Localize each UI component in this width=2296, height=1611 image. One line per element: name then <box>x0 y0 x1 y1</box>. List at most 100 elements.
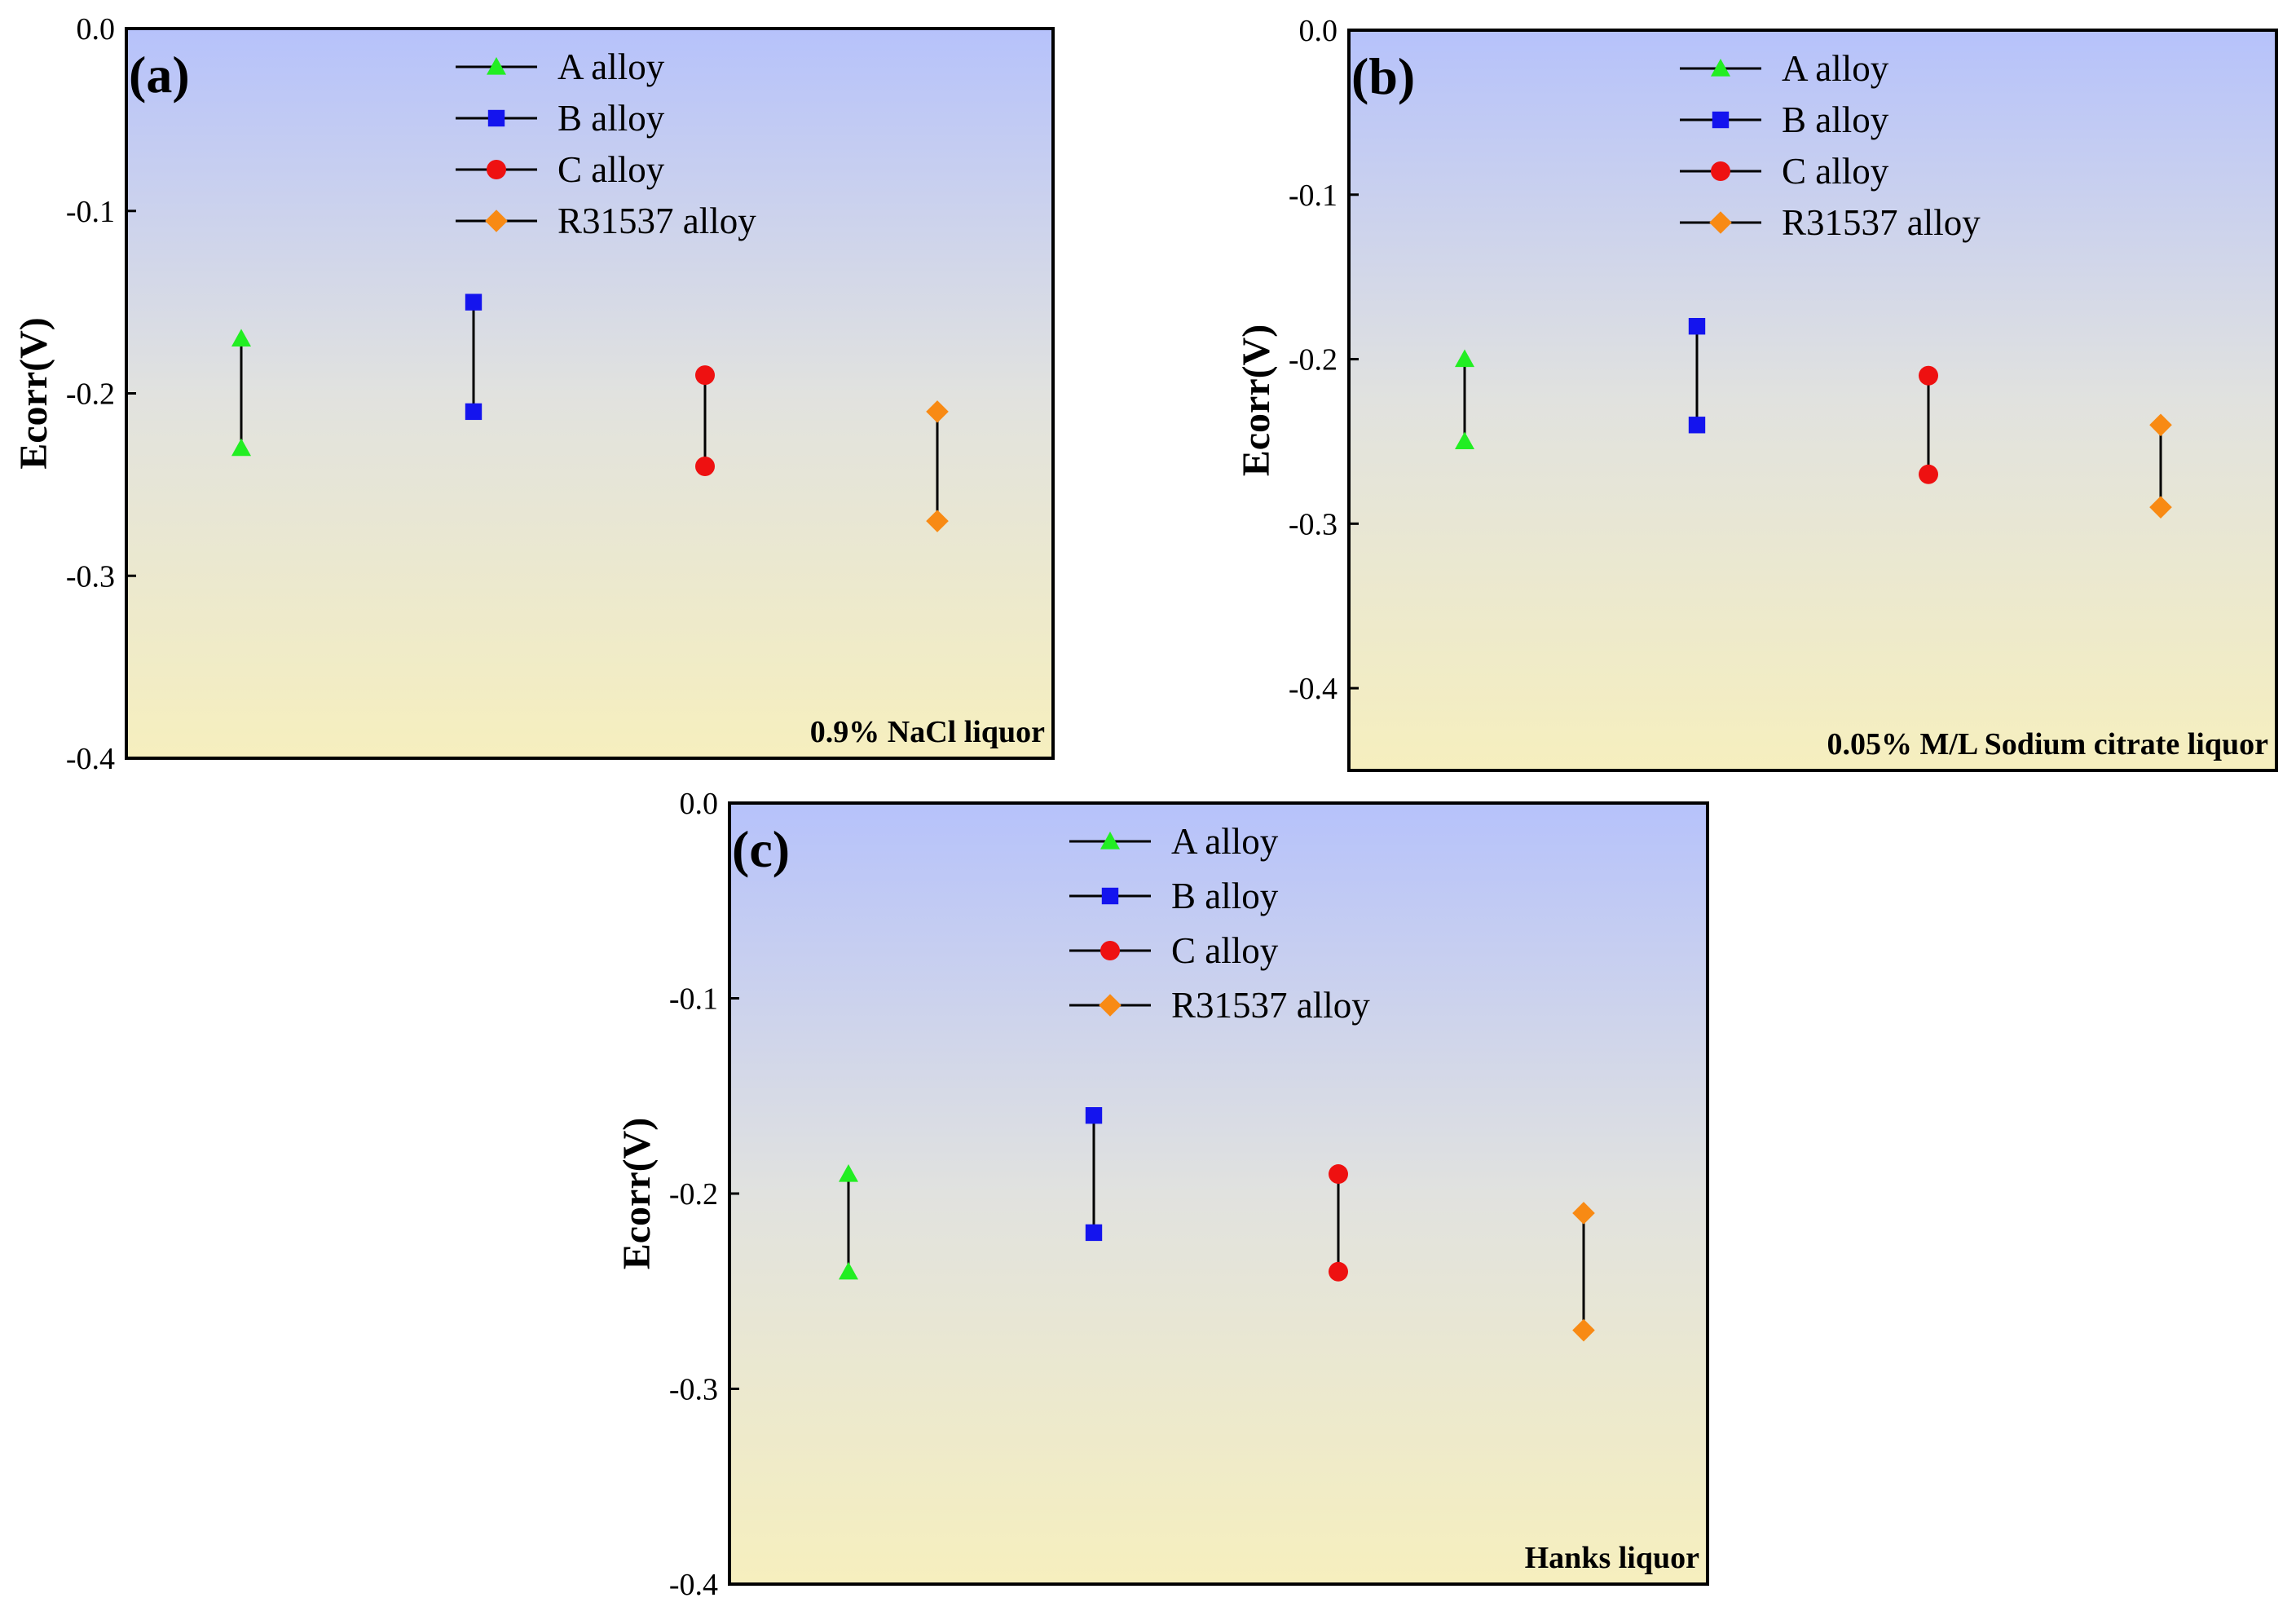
legend-label: B alloy <box>557 98 665 139</box>
data-point-low <box>1329 1261 1348 1282</box>
legend: A alloy B alloy C alloy R31537 alloy <box>456 46 756 241</box>
y-tick-label: -0.1 <box>669 982 718 1017</box>
data-point-low <box>839 1261 858 1280</box>
data-point-high <box>465 294 483 311</box>
y-axis-title: Ecorr(V) <box>1235 324 1278 477</box>
legend-item-B: B alloy <box>1680 99 1889 140</box>
data-point-low <box>2149 496 2172 519</box>
data-point-high <box>2149 413 2172 437</box>
legend-item-A: A alloy <box>1680 48 1889 89</box>
legend-marker <box>487 160 506 179</box>
data-point-high <box>1085 1107 1103 1124</box>
panel-label: (b) <box>1351 47 1415 105</box>
y-tick-label: -0.2 <box>1289 343 1337 377</box>
data-point-high <box>1455 349 1474 368</box>
legend-label: A alloy <box>557 46 665 87</box>
data-point-low <box>1688 417 1706 434</box>
plot-frame <box>1347 29 2278 772</box>
y-tick-label: 0.0 <box>77 12 116 46</box>
panel-b: 0.0 -0.1 -0.2 -0.3 -0.4 Ecorr(V) (b) 0.05% M/L … <box>1235 14 2278 772</box>
data-point-low <box>231 438 251 457</box>
data-point-high <box>1688 318 1706 335</box>
legend-marker <box>487 57 506 75</box>
y-tick-label: -0.4 <box>669 1568 718 1602</box>
y-tick-label: -0.4 <box>1289 672 1337 706</box>
plot-area <box>126 29 1053 758</box>
data-point-low <box>1085 1224 1103 1242</box>
legend-item-C: C alloy <box>1069 930 1279 971</box>
legend-marker <box>485 210 508 232</box>
data-point-high <box>839 1164 858 1182</box>
legend-label: C alloy <box>1171 930 1279 971</box>
data-point-high <box>1572 1202 1595 1225</box>
y-axis-title: Ecorr(V) <box>615 1118 659 1270</box>
data-point-low <box>1572 1318 1595 1342</box>
y-tick-label: -0.4 <box>66 742 115 776</box>
legend-label: C alloy <box>1782 151 1889 192</box>
series-C <box>1919 365 1938 484</box>
legend-item-C: C alloy <box>456 149 665 190</box>
condition-label: Hanks liquor <box>1525 1541 1699 1575</box>
panels: 0.0 -0.1 -0.2 -0.3 -0.4 Ecorr(V) (a) 0.9% NaCl … <box>12 12 2278 1602</box>
y-tick-label: 0.0 <box>680 787 719 821</box>
data-point-low <box>926 510 949 532</box>
legend-item-R31537: R31537 alloy <box>1069 985 1370 1026</box>
legend-marker <box>1100 941 1120 960</box>
plot-frame <box>728 801 1709 1586</box>
y-tick-label: -0.3 <box>1289 507 1337 541</box>
legend-marker <box>1101 887 1119 905</box>
series-B <box>465 294 483 421</box>
legend-label: C alloy <box>557 149 665 190</box>
plot-area <box>729 803 1708 1584</box>
y-tick-label: -0.2 <box>66 377 115 412</box>
data-point-low <box>1455 431 1474 450</box>
legend-item-R31537: R31537 alloy <box>1680 202 1981 243</box>
panel-label: (a) <box>129 46 190 104</box>
y-tick-label: -0.2 <box>669 1177 718 1212</box>
series-R31537 <box>1572 1202 1595 1342</box>
panel-a: 0.0 -0.1 -0.2 -0.3 -0.4 Ecorr(V) (a) 0.9% NaCl … <box>12 12 1055 776</box>
legend-item-A: A alloy <box>1069 821 1279 862</box>
legend-label: R31537 alloy <box>1782 202 1981 243</box>
legend-marker <box>1099 994 1122 1017</box>
legend-item-B: B alloy <box>1069 876 1279 916</box>
series-C <box>695 365 715 476</box>
condition-label: 0.05% M/L Sodium citrate liquor <box>1827 727 2269 761</box>
legend: A alloy B alloy C alloy R31537 alloy <box>1680 48 1981 243</box>
legend-marker <box>1712 111 1730 129</box>
legend-marker <box>1711 161 1730 181</box>
series-B <box>1085 1107 1103 1242</box>
data-point-low <box>465 403 483 421</box>
y-tick-label: 0.0 <box>1299 14 1338 48</box>
series-C <box>1329 1164 1348 1282</box>
data-point-high <box>695 365 715 386</box>
series-B <box>1688 318 1706 434</box>
data-point-high <box>1329 1164 1348 1185</box>
series-A <box>839 1164 858 1280</box>
y-tick-label: -0.3 <box>669 1373 718 1407</box>
legend-label: A alloy <box>1171 821 1279 862</box>
plot-frame <box>125 27 1055 760</box>
plot-area <box>1349 30 2276 770</box>
series-A <box>1455 349 1474 450</box>
series-R31537 <box>2149 413 2172 519</box>
legend-label: B alloy <box>1782 99 1889 140</box>
legend-marker <box>1711 59 1730 77</box>
legend-item-A: A alloy <box>456 46 665 87</box>
legend-label: B alloy <box>1171 876 1279 916</box>
legend-item-C: C alloy <box>1680 151 1889 192</box>
legend-label: A alloy <box>1782 48 1889 89</box>
data-point-high <box>1919 365 1938 386</box>
series-R31537 <box>926 400 949 532</box>
legend-item-B: B alloy <box>456 98 665 139</box>
legend-label: R31537 alloy <box>557 201 756 241</box>
series-A <box>231 329 251 457</box>
y-tick-label: -0.1 <box>66 195 115 229</box>
legend: A alloy B alloy C alloy R31537 alloy <box>1069 821 1370 1026</box>
legend-marker <box>487 109 505 127</box>
y-axis-title: Ecorr(V) <box>12 317 55 470</box>
data-point-high <box>926 400 949 423</box>
data-point-high <box>231 329 251 346</box>
panel-c: 0.0 -0.1 -0.2 -0.3 -0.4 Ecorr(V) (c) Hanks liqu… <box>615 787 1709 1602</box>
condition-label: 0.9% NaCl liquor <box>810 715 1045 749</box>
